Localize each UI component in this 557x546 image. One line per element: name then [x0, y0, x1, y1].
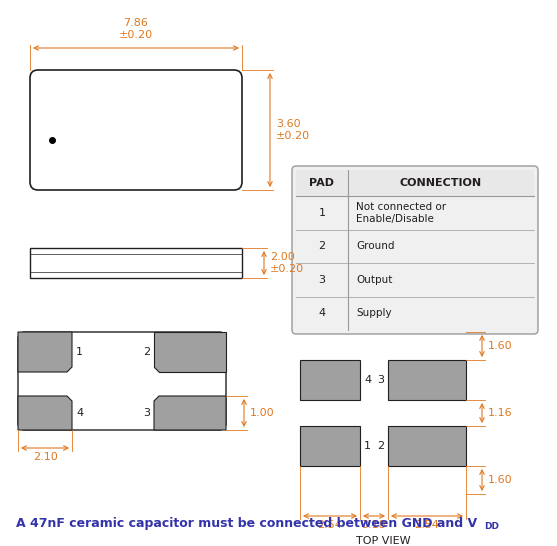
- Bar: [296, 170, 534, 196]
- Text: 1.60: 1.60: [488, 475, 512, 485]
- Polygon shape: [154, 332, 226, 372]
- Text: 1: 1: [319, 207, 325, 218]
- Text: 4: 4: [319, 308, 325, 318]
- Text: 1.00: 1.00: [250, 408, 275, 418]
- Bar: [388, 426, 466, 466]
- Text: 1.60: 1.60: [488, 341, 512, 351]
- Text: 7.86
±0.20: 7.86 ±0.20: [119, 19, 153, 40]
- Text: 3.18: 3.18: [361, 520, 387, 530]
- Bar: [300, 426, 360, 466]
- Text: 2.54: 2.54: [317, 520, 343, 530]
- Text: Supply: Supply: [356, 308, 392, 318]
- Text: Output: Output: [356, 275, 392, 285]
- Text: 1: 1: [364, 441, 371, 451]
- Bar: [30, 248, 242, 278]
- Polygon shape: [18, 332, 72, 372]
- Text: Ground: Ground: [356, 241, 394, 251]
- Text: 1: 1: [76, 347, 83, 357]
- Text: 3: 3: [319, 275, 325, 285]
- Text: 2: 2: [143, 347, 150, 357]
- Text: 2.00
±0.20: 2.00 ±0.20: [270, 252, 304, 274]
- Text: 3.60
±0.20: 3.60 ±0.20: [276, 119, 310, 141]
- FancyBboxPatch shape: [30, 70, 242, 190]
- Text: CONNECTION: CONNECTION: [400, 178, 482, 188]
- Text: 1.16: 1.16: [488, 408, 512, 418]
- Polygon shape: [18, 396, 72, 430]
- Text: TOP VIEW: TOP VIEW: [356, 536, 411, 546]
- Text: 2.10: 2.10: [33, 452, 57, 462]
- Text: Not connected or
Enable/Disable: Not connected or Enable/Disable: [356, 202, 446, 223]
- Text: 2.54: 2.54: [414, 520, 439, 530]
- Text: A 47nF ceramic capacitor must be connected between GND and V: A 47nF ceramic capacitor must be connect…: [16, 518, 477, 531]
- Text: 2: 2: [319, 241, 325, 251]
- Text: DD: DD: [484, 522, 499, 531]
- Bar: [388, 360, 466, 400]
- Bar: [300, 360, 360, 400]
- Text: 3: 3: [143, 408, 150, 418]
- FancyBboxPatch shape: [292, 166, 538, 334]
- Text: 4: 4: [76, 408, 83, 418]
- Polygon shape: [18, 332, 226, 430]
- Text: 2: 2: [377, 441, 384, 451]
- Text: 4: 4: [364, 375, 371, 385]
- Text: 3: 3: [377, 375, 384, 385]
- Polygon shape: [154, 396, 226, 430]
- Text: PAD: PAD: [310, 178, 335, 188]
